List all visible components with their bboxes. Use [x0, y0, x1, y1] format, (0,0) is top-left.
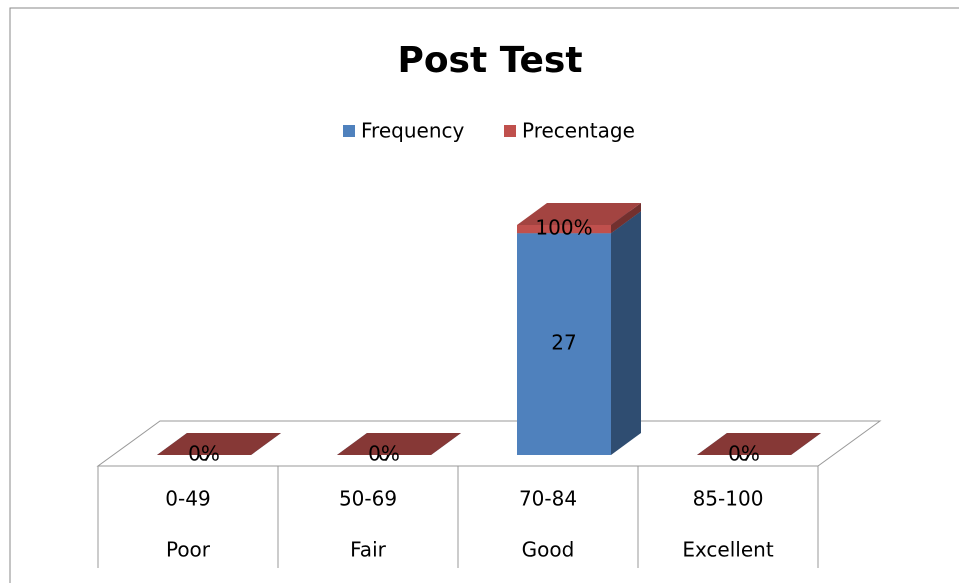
legend-label: Frequency — [361, 119, 464, 143]
data-label: 0% — [728, 442, 760, 466]
x-group-label: Good — [522, 538, 575, 562]
data-label: 100% — [535, 216, 592, 240]
floor — [96, 420, 882, 467]
x-group-label: Excellent — [682, 538, 774, 562]
bar-top — [337, 433, 461, 455]
x-group-label: Poor — [166, 538, 211, 562]
bar-front — [517, 225, 611, 234]
bar-side — [611, 203, 641, 234]
x-tick-label: 50-69 — [339, 487, 397, 511]
x-group-label: Fair — [350, 538, 386, 562]
chart-title: Post Test — [397, 40, 582, 81]
legend-label: Precentage — [522, 119, 635, 143]
bar-side — [611, 211, 641, 455]
bar-front — [517, 233, 611, 455]
bar-top — [697, 433, 821, 455]
x-tick-label: 70-84 — [519, 487, 577, 511]
legend-swatch — [504, 125, 516, 137]
data-label: 0% — [188, 442, 220, 466]
x-tick-label: 85-100 — [693, 487, 764, 511]
data-label: 27 — [551, 331, 576, 355]
x-tick-label: 0-49 — [165, 487, 210, 511]
bar-top — [157, 433, 281, 455]
legend-swatch — [343, 125, 355, 137]
bar-top — [517, 203, 641, 225]
chart-border — [9, 7, 959, 583]
data-label: 0% — [368, 442, 400, 466]
